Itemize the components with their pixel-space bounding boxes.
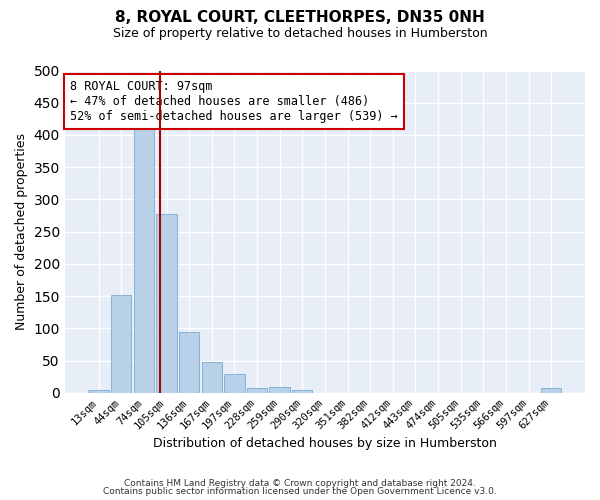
Bar [88,390,109,393]
Bar [111,295,131,393]
Bar [179,332,199,393]
Bar [157,214,176,393]
Text: Size of property relative to detached houses in Humberston: Size of property relative to detached ho… [113,28,487,40]
Bar [269,386,290,393]
X-axis label: Distribution of detached houses by size in Humberston: Distribution of detached houses by size … [153,437,497,450]
Text: 8 ROYAL COURT: 97sqm
← 47% of detached houses are smaller (486)
52% of semi-deta: 8 ROYAL COURT: 97sqm ← 47% of detached h… [70,80,398,123]
Bar [541,388,562,393]
Text: Contains public sector information licensed under the Open Government Licence v3: Contains public sector information licen… [103,487,497,496]
Bar [247,388,267,393]
Bar [202,362,222,393]
Text: 8, ROYAL COURT, CLEETHORPES, DN35 0NH: 8, ROYAL COURT, CLEETHORPES, DN35 0NH [115,10,485,25]
Bar [134,122,154,393]
Bar [224,374,245,393]
Y-axis label: Number of detached properties: Number of detached properties [15,133,28,330]
Text: Contains HM Land Registry data © Crown copyright and database right 2024.: Contains HM Land Registry data © Crown c… [124,478,476,488]
Bar [292,390,313,393]
